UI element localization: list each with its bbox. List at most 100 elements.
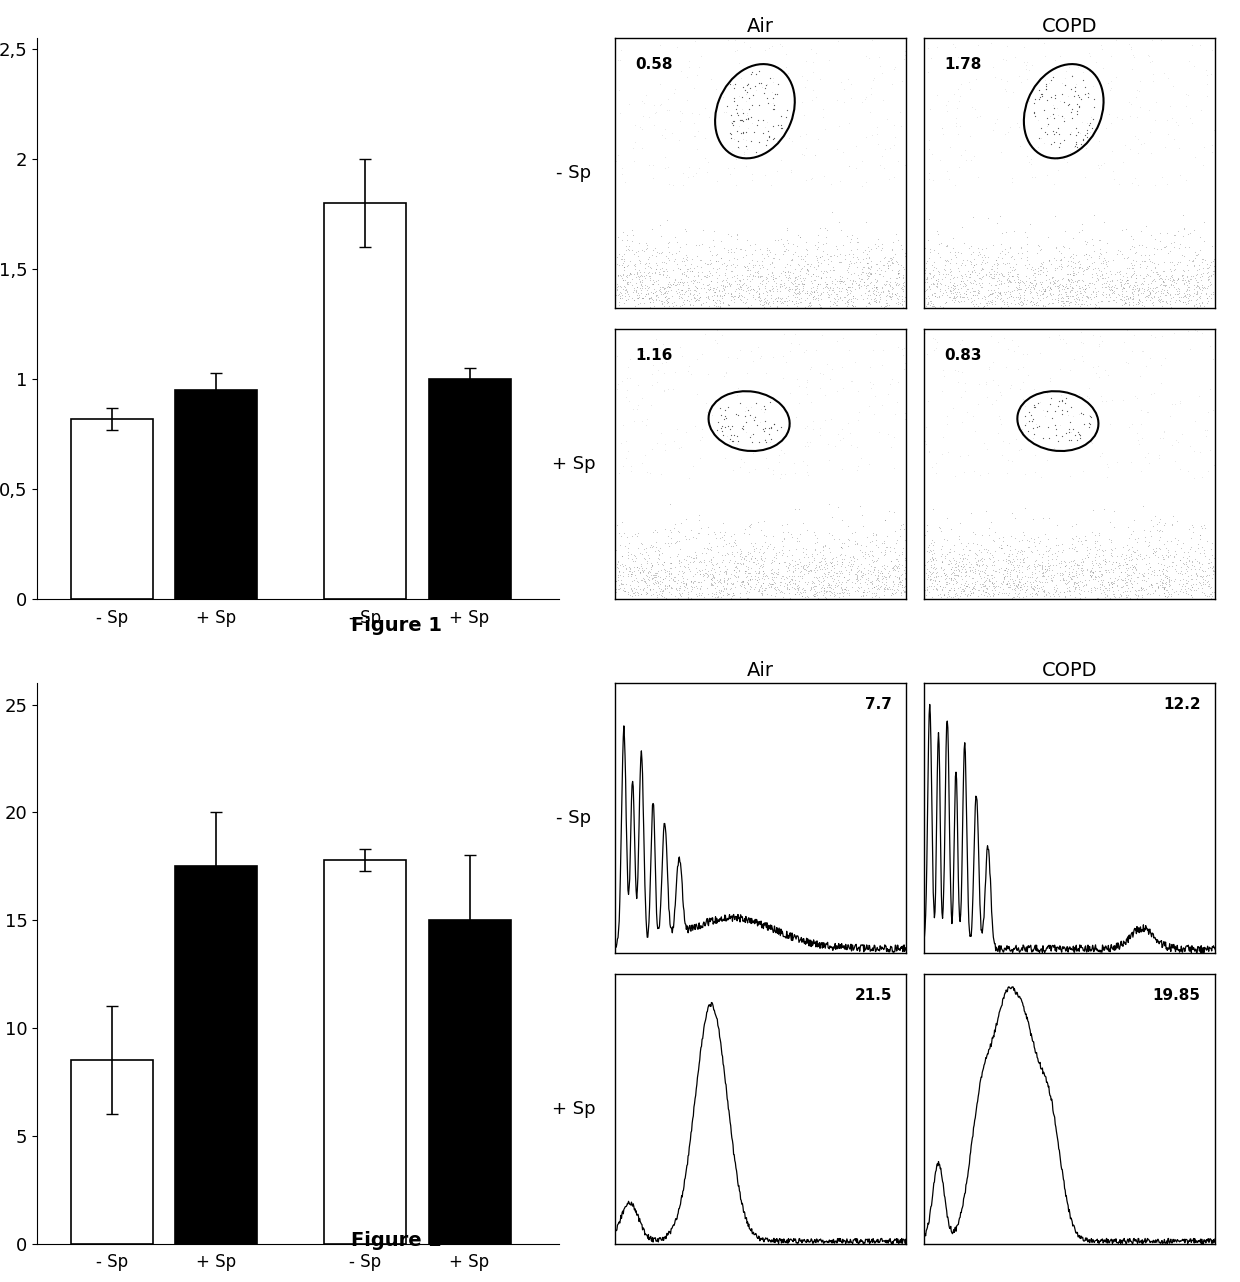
Point bbox=[1023, 92, 1043, 113]
Point bbox=[851, 554, 870, 574]
Point bbox=[952, 545, 972, 565]
Point bbox=[1149, 268, 1169, 288]
Point bbox=[1048, 431, 1068, 451]
Point bbox=[835, 245, 854, 265]
Point bbox=[1152, 296, 1172, 317]
Point bbox=[640, 287, 660, 308]
Point bbox=[1163, 269, 1183, 290]
Point bbox=[792, 568, 812, 588]
Point bbox=[1033, 565, 1053, 586]
Point bbox=[999, 577, 1019, 597]
Point bbox=[614, 555, 634, 576]
Point bbox=[833, 582, 853, 603]
Point bbox=[869, 263, 889, 283]
Point bbox=[1007, 264, 1027, 285]
Point bbox=[982, 294, 1002, 314]
Point bbox=[1024, 529, 1044, 550]
Point bbox=[743, 85, 763, 105]
Point bbox=[1064, 573, 1084, 594]
Point bbox=[983, 586, 1003, 606]
Point bbox=[753, 573, 773, 594]
Point bbox=[1123, 542, 1143, 563]
Point bbox=[839, 546, 859, 567]
Point bbox=[931, 538, 951, 559]
Point bbox=[923, 546, 942, 567]
Point bbox=[1164, 323, 1184, 344]
Point bbox=[924, 549, 944, 569]
Point bbox=[1141, 383, 1161, 404]
Point bbox=[926, 269, 946, 290]
Point bbox=[1065, 577, 1085, 597]
Point bbox=[614, 581, 634, 601]
Point bbox=[655, 281, 675, 301]
Point bbox=[624, 264, 644, 285]
Point bbox=[629, 233, 649, 254]
Point bbox=[980, 583, 999, 604]
Point bbox=[684, 113, 704, 133]
Point bbox=[1105, 282, 1125, 303]
Point bbox=[727, 562, 746, 582]
Point bbox=[895, 540, 915, 560]
Point bbox=[936, 95, 956, 115]
Point bbox=[801, 169, 821, 190]
Point bbox=[882, 249, 901, 269]
Point bbox=[1022, 583, 1042, 604]
Point bbox=[837, 282, 857, 303]
Point bbox=[978, 565, 998, 586]
Point bbox=[738, 542, 758, 563]
Point bbox=[775, 276, 795, 296]
Point bbox=[763, 88, 782, 109]
Point bbox=[982, 291, 1002, 312]
Point bbox=[942, 569, 962, 590]
Point bbox=[1130, 544, 1149, 564]
Point bbox=[668, 278, 688, 299]
Point bbox=[888, 573, 908, 594]
Point bbox=[805, 288, 825, 309]
Point bbox=[789, 281, 808, 301]
Point bbox=[949, 528, 968, 549]
Point bbox=[975, 576, 994, 596]
Point bbox=[1045, 205, 1065, 226]
Point bbox=[1169, 281, 1189, 301]
Point bbox=[839, 562, 859, 582]
Point bbox=[994, 560, 1014, 581]
Point bbox=[997, 295, 1017, 315]
Point bbox=[956, 576, 976, 596]
Point bbox=[839, 551, 859, 572]
Point bbox=[885, 245, 905, 265]
Point bbox=[1081, 579, 1101, 600]
Point bbox=[923, 535, 942, 555]
Point bbox=[699, 288, 719, 309]
Point bbox=[1078, 259, 1097, 279]
Point bbox=[714, 279, 734, 300]
Point bbox=[916, 515, 936, 536]
Point bbox=[1114, 332, 1133, 353]
Point bbox=[1049, 396, 1069, 417]
Point bbox=[1166, 259, 1185, 279]
Point bbox=[1066, 288, 1086, 309]
Point bbox=[639, 562, 658, 582]
Point bbox=[857, 527, 877, 547]
Point bbox=[924, 251, 944, 272]
Point bbox=[815, 218, 835, 238]
Point bbox=[1006, 277, 1025, 297]
Point bbox=[776, 514, 796, 535]
Point bbox=[820, 285, 839, 305]
Point bbox=[764, 127, 784, 147]
Point bbox=[884, 503, 904, 523]
Point bbox=[966, 578, 986, 599]
Point bbox=[914, 260, 934, 281]
Point bbox=[647, 432, 667, 453]
Point bbox=[826, 546, 846, 567]
Point bbox=[1120, 291, 1140, 312]
Point bbox=[916, 585, 936, 605]
Point bbox=[1070, 583, 1090, 604]
Point bbox=[1018, 146, 1038, 167]
Point bbox=[1056, 273, 1076, 294]
Point bbox=[1053, 236, 1073, 256]
Point bbox=[750, 287, 770, 308]
Point bbox=[847, 247, 867, 268]
Point bbox=[662, 578, 682, 599]
Point bbox=[1089, 229, 1109, 250]
Point bbox=[738, 588, 758, 609]
